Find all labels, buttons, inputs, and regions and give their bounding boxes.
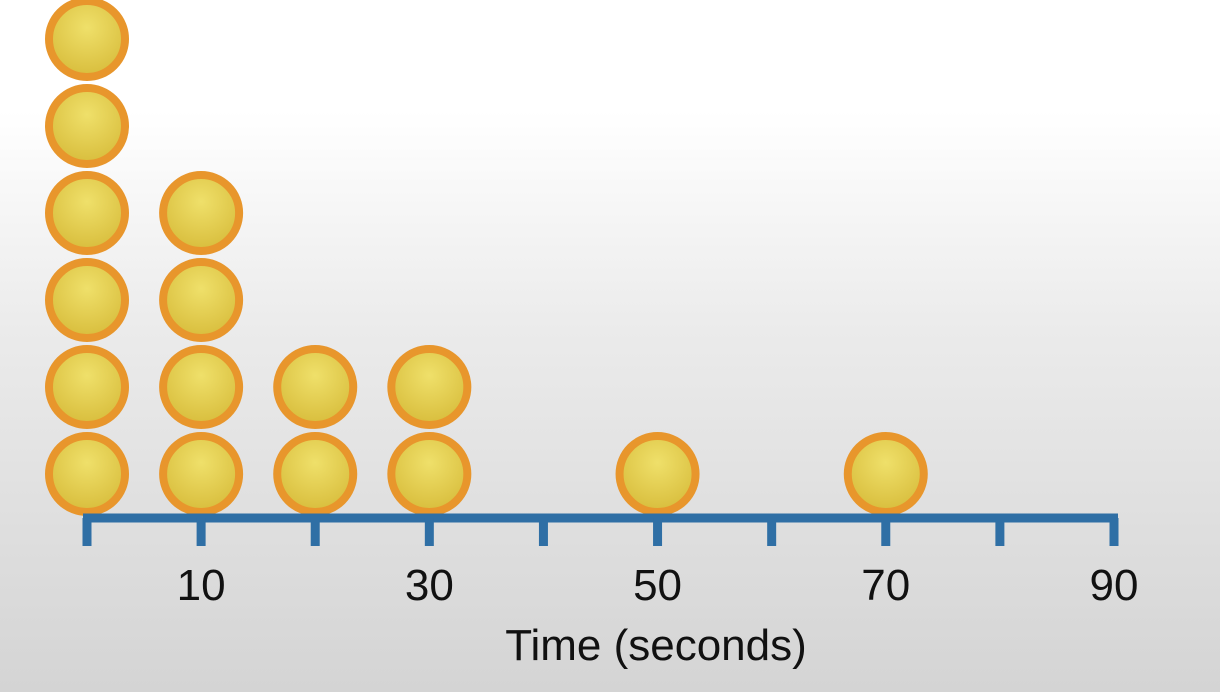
x-tick-label: 30 <box>405 561 454 610</box>
x-axis-title: Time (seconds) <box>505 621 807 670</box>
data-dot <box>45 432 129 516</box>
x-axis <box>82 513 1119 546</box>
data-dot <box>45 84 129 168</box>
data-dot <box>387 432 472 516</box>
data-dot <box>45 258 129 342</box>
data-dot <box>273 345 358 429</box>
data-dot <box>273 432 358 516</box>
x-tick-label: 70 <box>861 561 910 610</box>
x-tick-label: 10 <box>177 561 226 610</box>
data-dot <box>387 345 472 429</box>
data-dot <box>159 258 244 342</box>
data-dot <box>45 0 129 81</box>
dots-layer <box>45 0 928 516</box>
data-dot <box>159 345 244 429</box>
tick-labels: 10 30 50 70 90 <box>177 561 1139 610</box>
data-dot <box>159 171 244 255</box>
x-tick-label: 50 <box>633 561 682 610</box>
data-dot <box>159 432 244 516</box>
data-dot <box>45 345 129 429</box>
x-tick-label: 90 <box>1090 561 1139 610</box>
data-dot <box>45 171 129 255</box>
data-dot <box>615 432 700 516</box>
data-dot <box>843 432 928 516</box>
